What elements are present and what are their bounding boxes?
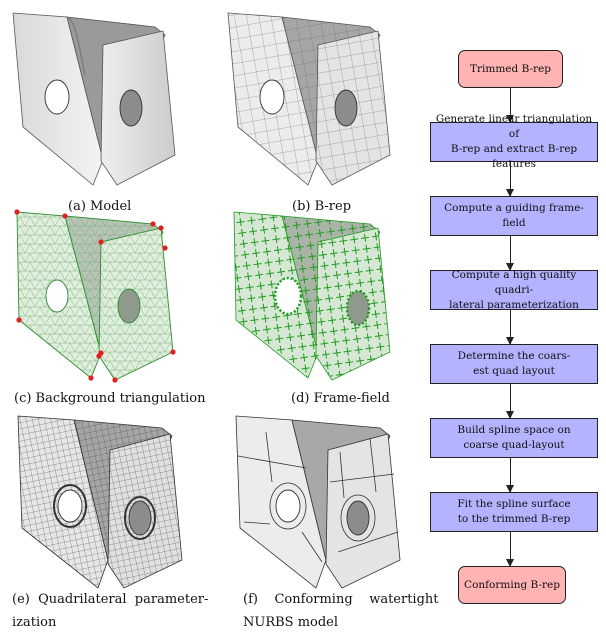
flow-step-3-line2: lateral parameterization <box>449 298 579 311</box>
flow-arrow <box>504 236 516 271</box>
caption-f-line1: (f) Conforming watertight <box>243 592 439 607</box>
flow-step-5-line1: Build spline space on <box>457 424 571 436</box>
flow-step-2: Compute a guiding frame-field <box>430 196 598 236</box>
flow-arrow <box>504 88 516 123</box>
panel-nurbs-model <box>230 412 420 592</box>
flow-arrow <box>504 532 516 567</box>
panel-brep <box>220 5 410 195</box>
caption-a: (a) Model <box>68 199 132 214</box>
flow-end-box: Conforming B-rep <box>458 566 566 604</box>
caption-c: (c) Background triangulation <box>14 391 206 406</box>
nurbs-render <box>235 415 401 589</box>
model-render <box>12 12 176 186</box>
quad-mesh-render <box>17 415 183 589</box>
flow-step-3: Compute a high quality quadri-lateral pa… <box>430 268 598 311</box>
flow-step-2-line1: Compute a guiding frame-field <box>444 202 584 229</box>
flow-step-6-line1: Fit the spline surface <box>457 498 571 510</box>
flowchart: Trimmed B-rep Generate linear triangulat… <box>420 40 600 630</box>
brep-render <box>227 12 391 186</box>
flow-step-1-line2: B-rep and extract B-rep features <box>450 143 578 170</box>
panel-background-triangulation <box>5 208 195 388</box>
flow-step-1: Generate linear triangulation of B-rep an… <box>430 113 598 170</box>
flow-step-4-line1: Determine the coars- <box>457 350 571 362</box>
flow-step-4: Determine the coars-est quad layout <box>430 344 598 384</box>
flow-arrow <box>504 310 516 345</box>
frame-field-render <box>233 211 391 381</box>
caption-f-line2: NURBS model <box>243 615 339 630</box>
flow-arrow <box>504 162 516 197</box>
flow-end-label: Conforming B-rep <box>464 578 560 591</box>
caption-b: (b) B-rep <box>292 199 352 214</box>
caption-d: (d) Frame-field <box>291 391 390 406</box>
flow-step-1-line1: Generate linear triangulation of <box>435 113 593 140</box>
panel-quad-parameterization <box>12 412 202 592</box>
flow-step-5-line2: coarse quad-layout <box>463 439 565 451</box>
flow-start-box: Trimmed B-rep <box>458 50 563 88</box>
flow-start-label: Trimmed B-rep <box>470 62 551 75</box>
flow-step-3-line1: Compute a high quality quadri- <box>451 268 577 296</box>
panel-model <box>5 5 195 195</box>
flow-arrow <box>504 458 516 493</box>
triangulation-render <box>14 209 176 383</box>
flow-step-6: Fit the spline surface to the trimmed B-r… <box>430 492 598 532</box>
flow-step-4-line2: est quad layout <box>473 365 555 377</box>
panel-frame-field <box>222 208 412 388</box>
flow-step-5: Build spline space on coarse quad-layout <box>430 418 598 458</box>
caption-e-line2: ization <box>12 615 57 630</box>
flow-step-6-line2: to the trimmed B-rep <box>457 513 571 525</box>
caption-e-line1: (e) Quadrilateral parameter- <box>12 592 209 607</box>
flow-arrow <box>504 384 516 419</box>
